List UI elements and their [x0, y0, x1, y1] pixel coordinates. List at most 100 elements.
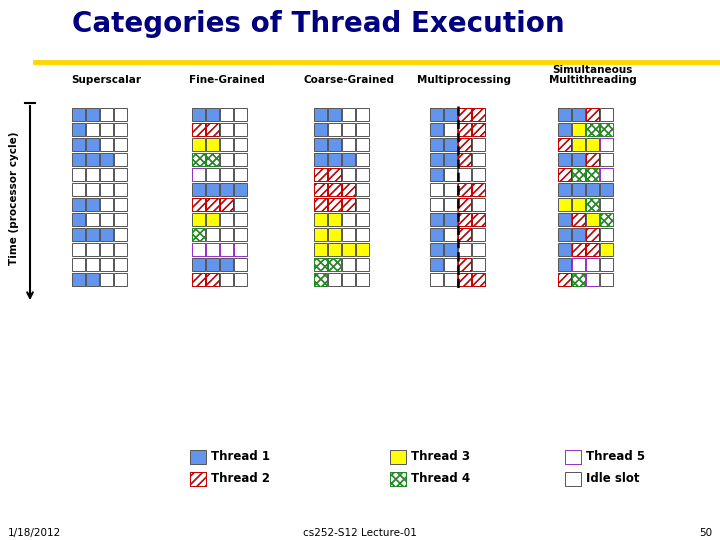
Bar [234, 258, 247, 271]
Bar [206, 138, 219, 151]
Bar [586, 153, 599, 166]
Bar [86, 213, 99, 226]
Bar [206, 258, 219, 271]
Bar [342, 168, 355, 181]
Text: Superscalar: Superscalar [71, 75, 142, 85]
Bar [572, 168, 585, 181]
Bar [314, 258, 327, 271]
Bar [458, 183, 471, 196]
Bar [586, 108, 599, 121]
Bar [458, 213, 471, 226]
Bar [600, 138, 613, 151]
Bar [114, 243, 127, 256]
Bar [234, 138, 247, 151]
Bar [192, 198, 205, 211]
Bar [234, 213, 247, 226]
Bar [220, 198, 233, 211]
Bar [86, 123, 99, 136]
Bar [565, 472, 581, 486]
Bar [558, 153, 571, 166]
Bar [72, 228, 85, 241]
Bar [342, 228, 355, 241]
Bar [444, 153, 457, 166]
Bar [444, 243, 457, 256]
Bar [472, 213, 485, 226]
Bar [458, 153, 471, 166]
Bar [114, 198, 127, 211]
Bar [328, 168, 341, 181]
Bar [234, 243, 247, 256]
Bar [586, 273, 599, 286]
Bar [100, 108, 113, 121]
Text: Multiprocessing: Multiprocessing [418, 75, 511, 85]
Bar [586, 198, 599, 211]
Bar [342, 198, 355, 211]
Bar [430, 168, 443, 181]
Bar [600, 228, 613, 241]
Bar [328, 258, 341, 271]
Bar [458, 258, 471, 271]
Bar [192, 273, 205, 286]
Bar [430, 228, 443, 241]
Bar [314, 168, 327, 181]
Bar [328, 138, 341, 151]
Bar [444, 198, 457, 211]
Bar [342, 198, 355, 211]
Bar [220, 138, 233, 151]
Bar [458, 273, 471, 286]
Bar [390, 450, 406, 464]
Bar [342, 258, 355, 271]
Bar [430, 183, 443, 196]
Text: Multithreading: Multithreading [549, 75, 636, 85]
Bar [600, 213, 613, 226]
Bar [390, 472, 406, 486]
Bar [586, 228, 599, 241]
Bar [458, 213, 471, 226]
Bar [72, 168, 85, 181]
Bar [572, 273, 585, 286]
Bar [444, 168, 457, 181]
Bar [190, 472, 206, 486]
Bar [206, 153, 219, 166]
Bar [342, 183, 355, 196]
Bar [328, 153, 341, 166]
Bar [430, 198, 443, 211]
Bar [314, 138, 327, 151]
Bar [86, 198, 99, 211]
Bar [220, 273, 233, 286]
Bar [472, 273, 485, 286]
Bar [356, 153, 369, 166]
Bar [328, 198, 341, 211]
Bar [430, 213, 443, 226]
Bar [192, 243, 205, 256]
Bar [342, 213, 355, 226]
Bar [100, 258, 113, 271]
Bar [458, 243, 471, 256]
Bar [430, 123, 443, 136]
Bar [314, 183, 327, 196]
Bar [72, 243, 85, 256]
Bar [586, 138, 599, 151]
Bar [356, 108, 369, 121]
Bar [192, 228, 205, 241]
Bar [192, 273, 205, 286]
Bar [220, 183, 233, 196]
Bar [572, 153, 585, 166]
Bar [472, 198, 485, 211]
Bar [86, 168, 99, 181]
Bar [220, 213, 233, 226]
Bar [314, 153, 327, 166]
Bar [314, 258, 327, 271]
Text: Categories of Thread Execution: Categories of Thread Execution [72, 10, 564, 38]
Bar [100, 273, 113, 286]
Bar [586, 228, 599, 241]
Bar [86, 138, 99, 151]
Text: Simultaneous: Simultaneous [552, 65, 633, 75]
Bar [586, 153, 599, 166]
Bar [444, 228, 457, 241]
Text: Thread 5: Thread 5 [586, 450, 645, 463]
Text: Thread 3: Thread 3 [411, 450, 470, 463]
Bar [356, 258, 369, 271]
Bar [86, 228, 99, 241]
Bar [206, 123, 219, 136]
